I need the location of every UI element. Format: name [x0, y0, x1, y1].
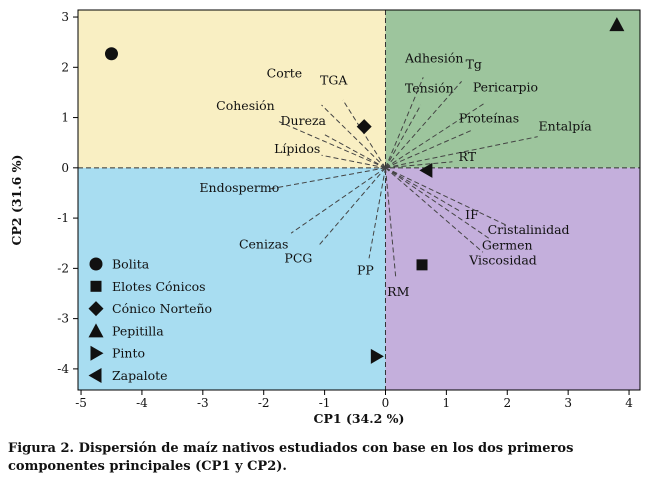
x-tick-label-4: 4 — [625, 396, 633, 410]
vector-line-pcg — [318, 167, 386, 247]
vector-label-cristalinidad: Cristalinidad — [488, 222, 570, 237]
vector-label-tension: Tensión — [405, 80, 454, 95]
vector-line-cohesion — [278, 121, 386, 169]
data-point-elotes-conicos — [416, 259, 428, 271]
vector-label-pp: PP — [357, 262, 374, 277]
quadrant-bottom-left — [78, 167, 386, 390]
y-tick-label-1: 1 — [61, 111, 69, 125]
vector-line-cenizas — [290, 167, 386, 234]
data-point-zapalote — [419, 162, 433, 178]
legend-item-conico-norteno: Cónico Norteño — [88, 301, 212, 317]
vector-line-endospermo — [269, 167, 386, 190]
vector-label-cenizas: Cenizas — [239, 236, 288, 251]
y-tick-label-0: 0 — [61, 161, 69, 175]
x-axis-label: CP1 (34.2 %) — [314, 411, 405, 426]
data-point-pinto — [370, 348, 384, 364]
pca-biplot: Corte TGA Cohesión Dureza Lípidos Endospermo C… — [9, 9, 641, 426]
legend-marker-pinto — [90, 345, 104, 361]
legend-item-pinto: Pinto — [90, 345, 145, 361]
vector-line-germen — [385, 167, 491, 240]
x-tick-label--2: -2 — [258, 396, 270, 410]
vector-label-adhesion: Adhesión — [404, 50, 463, 65]
legend-marker-elotes-conicos — [90, 280, 102, 292]
vector-line-rt — [385, 161, 453, 169]
vector-line-cristalinidad — [385, 167, 508, 227]
vector-line-pp — [368, 167, 386, 259]
legend-marker-bolita — [89, 257, 103, 271]
data-point-bolita — [104, 47, 118, 61]
vector-label-tg: Tg — [466, 56, 482, 71]
legend: Bolita Elotes Cónicos Cónico Norteño Pepiti… — [88, 257, 212, 383]
x-tick-label-1: 1 — [443, 396, 451, 410]
y-tick-label--3: -3 — [57, 312, 69, 326]
vector-label-pericarpio: Pericarpio — [473, 79, 538, 94]
figure-caption: Figura 2. Dispersión de maíz nativos est… — [8, 441, 574, 474]
vector-label-proteinas: Proteínas — [459, 111, 519, 126]
vector-label-tga: TGA — [320, 72, 348, 87]
y-tick-label-3: 3 — [61, 10, 69, 24]
x-tick-label--5: -5 — [75, 396, 87, 410]
vector-line-tg — [385, 81, 462, 169]
vector-line-lipidos — [321, 154, 386, 169]
vector-line-dureza — [324, 134, 386, 169]
legend-label-zapalote: Zapalote — [112, 368, 168, 383]
plot-border — [77, 9, 641, 391]
vector-line-entalpia — [385, 136, 538, 169]
vector-label-germen: Germen — [482, 237, 533, 252]
vector-label-rm: RM — [387, 284, 409, 299]
vector-line-tension — [385, 104, 422, 169]
y-tick-label-2: 2 — [61, 60, 69, 74]
legend-label-pepitilla: Pepitilla — [112, 323, 164, 338]
vector-line-adhesion — [385, 77, 424, 169]
vector-label-lipidos: Lípidos — [274, 141, 320, 156]
vector-line-rm — [384, 167, 397, 279]
vector-label-dureza: Dureza — [281, 113, 327, 128]
quadrant-top-left — [78, 10, 386, 168]
legend-item-bolita: Bolita — [89, 257, 150, 272]
y-tick-label--4: -4 — [57, 362, 69, 376]
legend-marker-pepitilla — [88, 323, 104, 338]
legend-marker-zapalote — [88, 368, 102, 383]
vector-label-cohesion: Cohesión — [216, 98, 275, 113]
vector-label-rt: RT — [459, 149, 477, 164]
x-tick-label-0: 0 — [382, 396, 390, 410]
legend-label-elotes-conicos: Elotes Cónicos — [112, 279, 206, 294]
vector-label-endospermo: Endospermo — [199, 180, 279, 195]
legend-item-zapalote: Zapalote — [88, 368, 168, 383]
vector-line-if — [385, 167, 462, 213]
vector-label-corte: Corte — [267, 65, 303, 80]
legend-item-pepitilla: Pepitilla — [88, 323, 164, 338]
legend-marker-conico-norteno — [88, 301, 104, 317]
vector-label-pcg: PCG — [284, 250, 312, 265]
vector-label-viscosidad: Viscosidad — [468, 252, 537, 267]
legend-label-bolita: Bolita — [112, 257, 150, 272]
vector-line-pericarpio — [385, 103, 485, 169]
x-tick-label--4: -4 — [136, 396, 148, 410]
data-point-conico-norteno — [356, 119, 372, 135]
x-tick-label--3: -3 — [197, 396, 209, 410]
vector-line-corte — [321, 104, 386, 169]
vector-label-entalpia: Entalpía — [539, 119, 593, 134]
y-tick-label--1: -1 — [57, 211, 69, 225]
legend-label-conico-norteno: Cónico Norteño — [112, 301, 212, 316]
y-axis-label: CP2 (31.6 %) — [9, 155, 24, 246]
y-tick-label--2: -2 — [57, 261, 69, 275]
legend-label-pinto: Pinto — [112, 346, 145, 361]
x-tick-label--1: -1 — [319, 396, 331, 410]
legend-item-elotes-conicos: Elotes Cónicos — [90, 279, 206, 294]
vector-line-viscosidad — [385, 167, 484, 253]
x-tick-label-3: 3 — [564, 396, 572, 410]
x-tick-label-2: 2 — [503, 396, 511, 410]
data-point-pepitilla — [609, 17, 625, 32]
